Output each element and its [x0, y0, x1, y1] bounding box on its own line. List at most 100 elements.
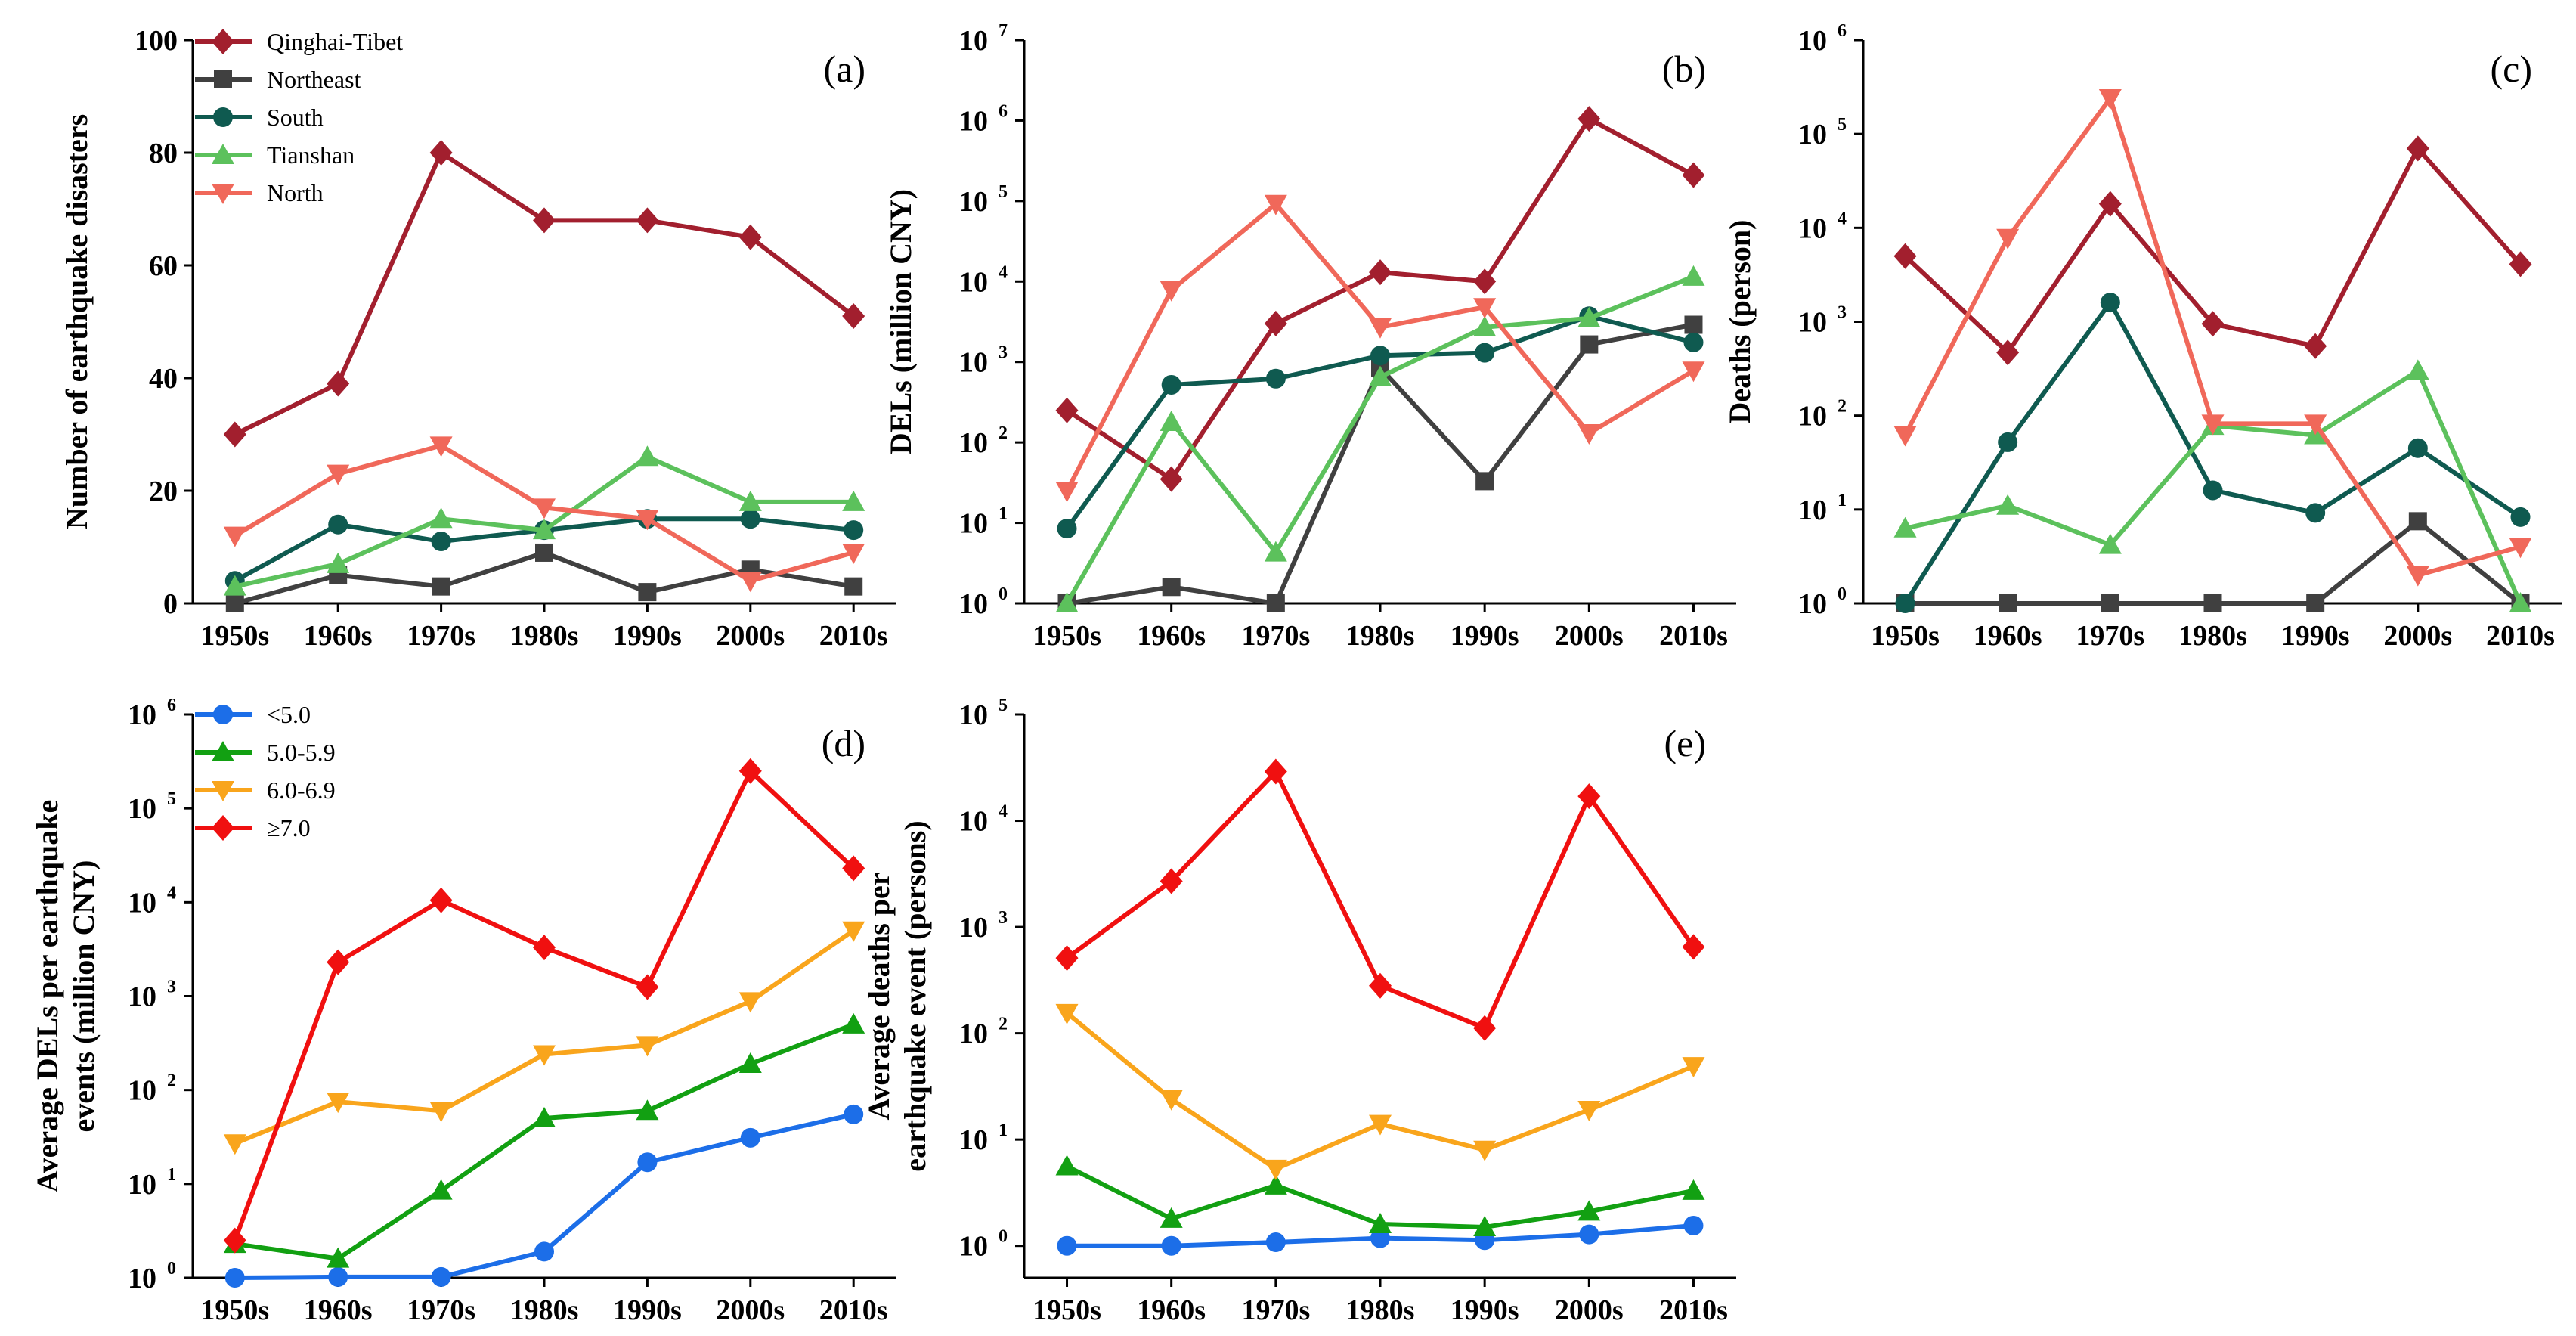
y-tick-base: 10	[1798, 25, 1827, 57]
data-point	[1369, 259, 1392, 286]
x-tick-label: 1970s	[2076, 620, 2144, 652]
data-point	[844, 1104, 864, 1124]
y-tick-base: 10	[128, 1169, 156, 1201]
y-tick-base: 10	[1798, 401, 1827, 432]
data-point	[738, 572, 762, 593]
data-point	[429, 1179, 453, 1200]
x-tick-label: 2000s	[2383, 620, 2452, 652]
y-tick-base: 10	[959, 347, 988, 379]
x-tick-label: 1950s	[1033, 1294, 1101, 1326]
data-point	[1162, 578, 1181, 597]
data-point	[429, 140, 453, 166]
y-tick-base: 10	[128, 1075, 156, 1107]
data-point	[2101, 594, 2119, 612]
data-point	[1160, 410, 1183, 431]
y-tick-label: 10	[959, 1124, 988, 1156]
y-axis-title: Average DELs per earthquake	[30, 800, 64, 1193]
y-tick-exponent: 2	[999, 423, 1008, 443]
panel-d: 1950s 1960s 1970s 1980s 1990s 2000s 2010s 10 0 10…	[30, 696, 896, 1326]
data-point	[1055, 397, 1079, 423]
x-tick-label: 2010s	[1659, 620, 1728, 652]
y-tick-base: 10	[128, 793, 156, 825]
data-point	[1264, 310, 1287, 336]
data-point	[738, 490, 762, 511]
data-point	[328, 1266, 348, 1287]
y-tick-label: 10	[959, 347, 988, 379]
x-tick-label: 1990s	[613, 620, 682, 652]
panel-label: (b)	[1662, 48, 1706, 90]
data-point	[1998, 432, 2018, 452]
data-point	[1473, 315, 1497, 336]
y-tick-exponent: 3	[1838, 303, 1847, 323]
data-point	[1475, 343, 1495, 363]
data-point	[1682, 265, 1705, 286]
data-point	[533, 519, 556, 540]
legend-label: North	[267, 179, 324, 206]
x-tick-label: 1980s	[510, 620, 579, 652]
data-point	[1160, 281, 1183, 302]
y-tick-base: 10	[959, 508, 988, 540]
data-point	[1160, 868, 1183, 894]
data-point	[2509, 538, 2532, 559]
y-tick-exponent: 3	[999, 343, 1008, 363]
y-tick-label: 10	[959, 1018, 988, 1050]
y-tick-exponent: 2	[167, 1071, 176, 1091]
data-point	[534, 1241, 554, 1262]
series-qinghai-tibet	[223, 140, 865, 448]
data-point	[224, 1268, 245, 1288]
y-tick-label: 10	[959, 699, 988, 731]
data-point	[431, 1266, 451, 1287]
data-point	[535, 543, 553, 562]
y-tick-base: 10	[959, 105, 988, 137]
data-point	[1369, 1114, 1392, 1136]
data-point	[1369, 318, 1392, 339]
data-point	[1264, 541, 1287, 562]
data-point	[1893, 243, 1917, 269]
series-north	[1055, 194, 1705, 503]
data-point	[2408, 512, 2427, 531]
data-point	[2509, 251, 2532, 277]
data-point	[1055, 482, 1079, 503]
x-tick-label: 2010s	[819, 1294, 888, 1326]
y-tick-exponent: 1	[999, 1121, 1008, 1140]
data-point	[1264, 194, 1287, 215]
x-tick-label: 1980s	[2178, 620, 2247, 652]
y-tick-exponent: 2	[1838, 397, 1847, 417]
panel-label: (d)	[822, 722, 865, 764]
data-point	[638, 583, 657, 602]
data-point	[225, 594, 244, 612]
x-tick-label: 1950s	[1871, 620, 1940, 652]
series-5-0-5-9	[1055, 1155, 1705, 1236]
y-tick-exponent: 4	[167, 883, 176, 903]
legend-label: Qinghai-Tibet	[267, 28, 403, 55]
y-tick-label: 10	[1798, 25, 1827, 57]
y-tick-label: 10	[959, 912, 988, 944]
data-point	[2203, 594, 2222, 612]
x-tick-label: 2000s	[1555, 620, 1624, 652]
data-point	[636, 207, 659, 234]
y-tick-base: 10	[128, 699, 156, 731]
data-point	[842, 490, 865, 511]
x-tick-label: 2010s	[819, 620, 888, 652]
data-point	[1057, 519, 1077, 539]
data-point	[636, 1036, 659, 1057]
data-point	[1893, 426, 1917, 447]
data-point	[1055, 592, 1079, 612]
x-tick-label: 1970s	[1241, 620, 1310, 652]
y-tick-base: 10	[959, 1018, 988, 1050]
data-point	[842, 855, 865, 882]
data-point	[1264, 1159, 1287, 1180]
data-point	[1369, 1213, 1392, 1234]
y-tick-exponent: 5	[1838, 115, 1847, 135]
y-tick-exponent: 6	[999, 101, 1008, 121]
data-point	[1160, 466, 1183, 492]
x-tick-label: 1960s	[1137, 1294, 1206, 1326]
x-tick-label: 1960s	[304, 1294, 373, 1326]
data-point	[429, 507, 453, 529]
data-point	[2509, 592, 2532, 612]
data-point	[223, 1134, 246, 1155]
data-point	[1473, 268, 1497, 295]
legend-label: Northeast	[267, 66, 361, 93]
data-point	[533, 1045, 556, 1066]
legend-label: South	[267, 104, 324, 131]
